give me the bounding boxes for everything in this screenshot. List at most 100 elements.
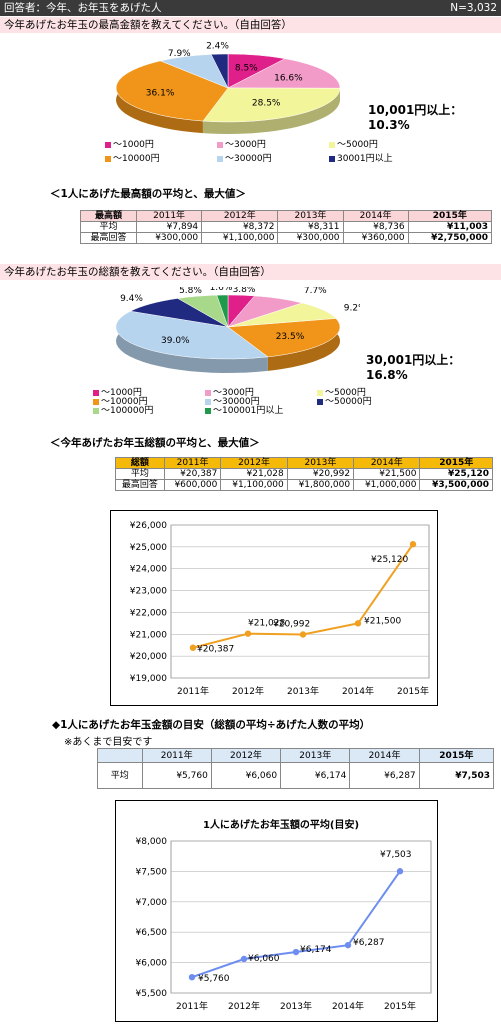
x-tick-label: 2013年	[280, 1000, 312, 1012]
pie-label-0: 3.8%	[233, 287, 256, 295]
table-cell: ¥8,736	[342, 221, 409, 233]
table-header-cell: 2015年	[418, 748, 495, 763]
y-tick-label: ¥26,000	[130, 521, 167, 531]
legend-swatch	[217, 155, 223, 162]
data-point	[244, 630, 252, 637]
table1-title: ＜1人にあげた最高額の平均と、最大値＞	[50, 188, 246, 200]
legend-q2: ～1000円 ～3000円 ～5000円 ～10000円 ～30000円 ～50000円 ～…	[93, 385, 413, 421]
pie-side-4	[116, 311, 268, 373]
legend-swatch	[329, 155, 335, 162]
table-cell: 平均	[97, 762, 143, 789]
table-cell: ¥6,287	[349, 762, 420, 789]
table-cell: ¥360,000	[342, 232, 409, 244]
y-tick-label: ¥8,000	[136, 837, 168, 847]
y-tick-label: ¥21,000	[130, 630, 167, 640]
table-header-cell: 2014年	[349, 748, 420, 763]
pie-chart-max-amount: 8.5% 16.6% 28.5% 36.1% 7.9% 2.4%	[115, 42, 341, 134]
table-per-person: 2011年 2012年 2013年 2014年 2015年 平均 ¥5,760 ¥6,060 ¥…	[97, 748, 495, 789]
table-cell: 最高回答	[79, 232, 138, 244]
data-label: ¥6,287	[353, 938, 385, 948]
data-point	[354, 620, 362, 627]
table-cell: ¥21,500	[353, 468, 421, 480]
respondents-label: 回答者：今年、お年玉をあげた人	[4, 2, 162, 14]
legend-label: ～1000円	[113, 140, 154, 150]
pie-label-3: 36.1%	[146, 88, 175, 98]
legend-label: ～10000円	[113, 154, 160, 164]
pie-label-4: 7.9%	[168, 49, 191, 59]
data-label: ¥6,060	[248, 954, 280, 964]
table-header-cell: 最高額	[79, 210, 138, 222]
legend-label: ～30000円	[213, 397, 260, 407]
legend-label: ～30000円	[225, 154, 272, 164]
table-row: 平均 ¥20,387 ¥21,028 ¥20,992 ¥21,500 ¥25,120	[115, 468, 493, 480]
table-header-cell: 2015年	[419, 457, 493, 469]
table-cell: 平均	[79, 221, 138, 233]
header-bar: 回答者：今年、お年玉をあげた人 N=3,032	[0, 0, 501, 16]
table-cell: ¥5,760	[141, 762, 212, 789]
data-label: ¥5,760	[198, 974, 230, 984]
pie-chart-total-amount: 3.8% 7.7% 9.2% 23.5% 39.0% 9.4% 5.8% 1.6%	[115, 287, 360, 373]
table-cell: ¥20,992	[286, 468, 355, 480]
legend-label: ～10000円	[101, 397, 148, 407]
y-tick-label: ¥5,500	[136, 989, 168, 999]
y-tick-label: ¥24,000	[130, 565, 167, 575]
table-row: 平均 ¥5,760 ¥6,060 ¥6,174 ¥6,287 ¥7,503	[97, 762, 495, 789]
legend-label: ～100000円	[101, 406, 154, 416]
pie-slice-5	[210, 53, 229, 89]
table-header-cell: 2012年	[220, 457, 288, 469]
table-header-cell: 2014年	[342, 210, 409, 222]
plot-area	[170, 840, 432, 994]
legend-item: ～10000円	[93, 394, 148, 407]
pie-label-7: 1.6%	[210, 287, 233, 293]
table-cell: 最高回答	[115, 479, 165, 491]
data-label: ¥21,028	[248, 619, 285, 629]
legend-swatch	[205, 407, 211, 414]
pie-slice-1	[227, 58, 341, 89]
legend-item: ～5000円	[317, 385, 366, 398]
legend-label: ～3000円	[225, 140, 266, 150]
table-cell: ¥2,750,000	[407, 232, 493, 244]
chart-title: 1人にあげたお年玉額の平均(目安)	[203, 818, 359, 831]
pie-label-1: 16.6%	[274, 74, 303, 84]
legend-label: ～5000円	[325, 388, 366, 398]
table-cell: ¥8,372	[201, 221, 279, 233]
table-header-row: 総額 2011年 2012年 2013年 2014年 2015年	[115, 457, 493, 469]
y-tick-label: ¥23,000	[130, 587, 167, 597]
table-header-cell: 2015年	[407, 210, 493, 222]
section3-title: ◆1人にあげたお年玉金額の目安（総額の平均÷あげた人数の平均）	[52, 719, 371, 731]
data-point	[344, 941, 352, 949]
table-cell: ¥25,120	[419, 468, 493, 480]
data-label: ¥21,500	[364, 616, 401, 626]
data-point	[409, 541, 417, 548]
legend-label: ～50000円	[325, 397, 372, 407]
table-max-amount: 最高額 2011年 2012年 2013年 2014年 2015年 平均 ¥7,894 ¥8,3…	[79, 210, 493, 244]
pie-label-2: 9.2%	[344, 304, 360, 314]
data-label: ¥6,174	[300, 945, 332, 955]
data-point	[396, 868, 404, 875]
pie-label-5: 2.4%	[206, 42, 229, 52]
table-header-cell	[97, 748, 143, 763]
table-cell: ¥7,894	[136, 221, 203, 233]
pie-label-3: 23.5%	[276, 332, 305, 342]
x-tick-label: 2015年	[384, 1000, 416, 1012]
legend-item: ～10000円	[105, 151, 160, 164]
y-tick-label: ¥6,000	[136, 959, 168, 969]
table-cell: ¥7,503	[418, 762, 495, 789]
pie-label-0: 8.5%	[235, 64, 258, 74]
table-cell: ¥1,100,000	[220, 479, 288, 491]
y-tick-label: ¥7,500	[136, 867, 168, 877]
legend-swatch	[205, 389, 211, 396]
pie-slice-2	[202, 87, 341, 123]
table-header-cell: 2013年	[280, 748, 351, 763]
table-row: 最高回答 ¥300,000 ¥1,100,000 ¥300,000 ¥360,000 ¥2…	[79, 232, 493, 244]
plot-area	[170, 524, 430, 679]
legend-item: ～1000円	[93, 385, 142, 398]
table-cell: ¥300,000	[136, 232, 203, 244]
legend-item: ～30000円	[205, 394, 260, 407]
legend-swatch	[217, 141, 223, 148]
table-header-cell: 2013年	[286, 457, 355, 469]
pie-slice-3	[115, 60, 229, 122]
legend-swatch	[205, 398, 211, 405]
table-header-cell: 2011年	[136, 210, 203, 222]
data-point	[299, 631, 307, 638]
